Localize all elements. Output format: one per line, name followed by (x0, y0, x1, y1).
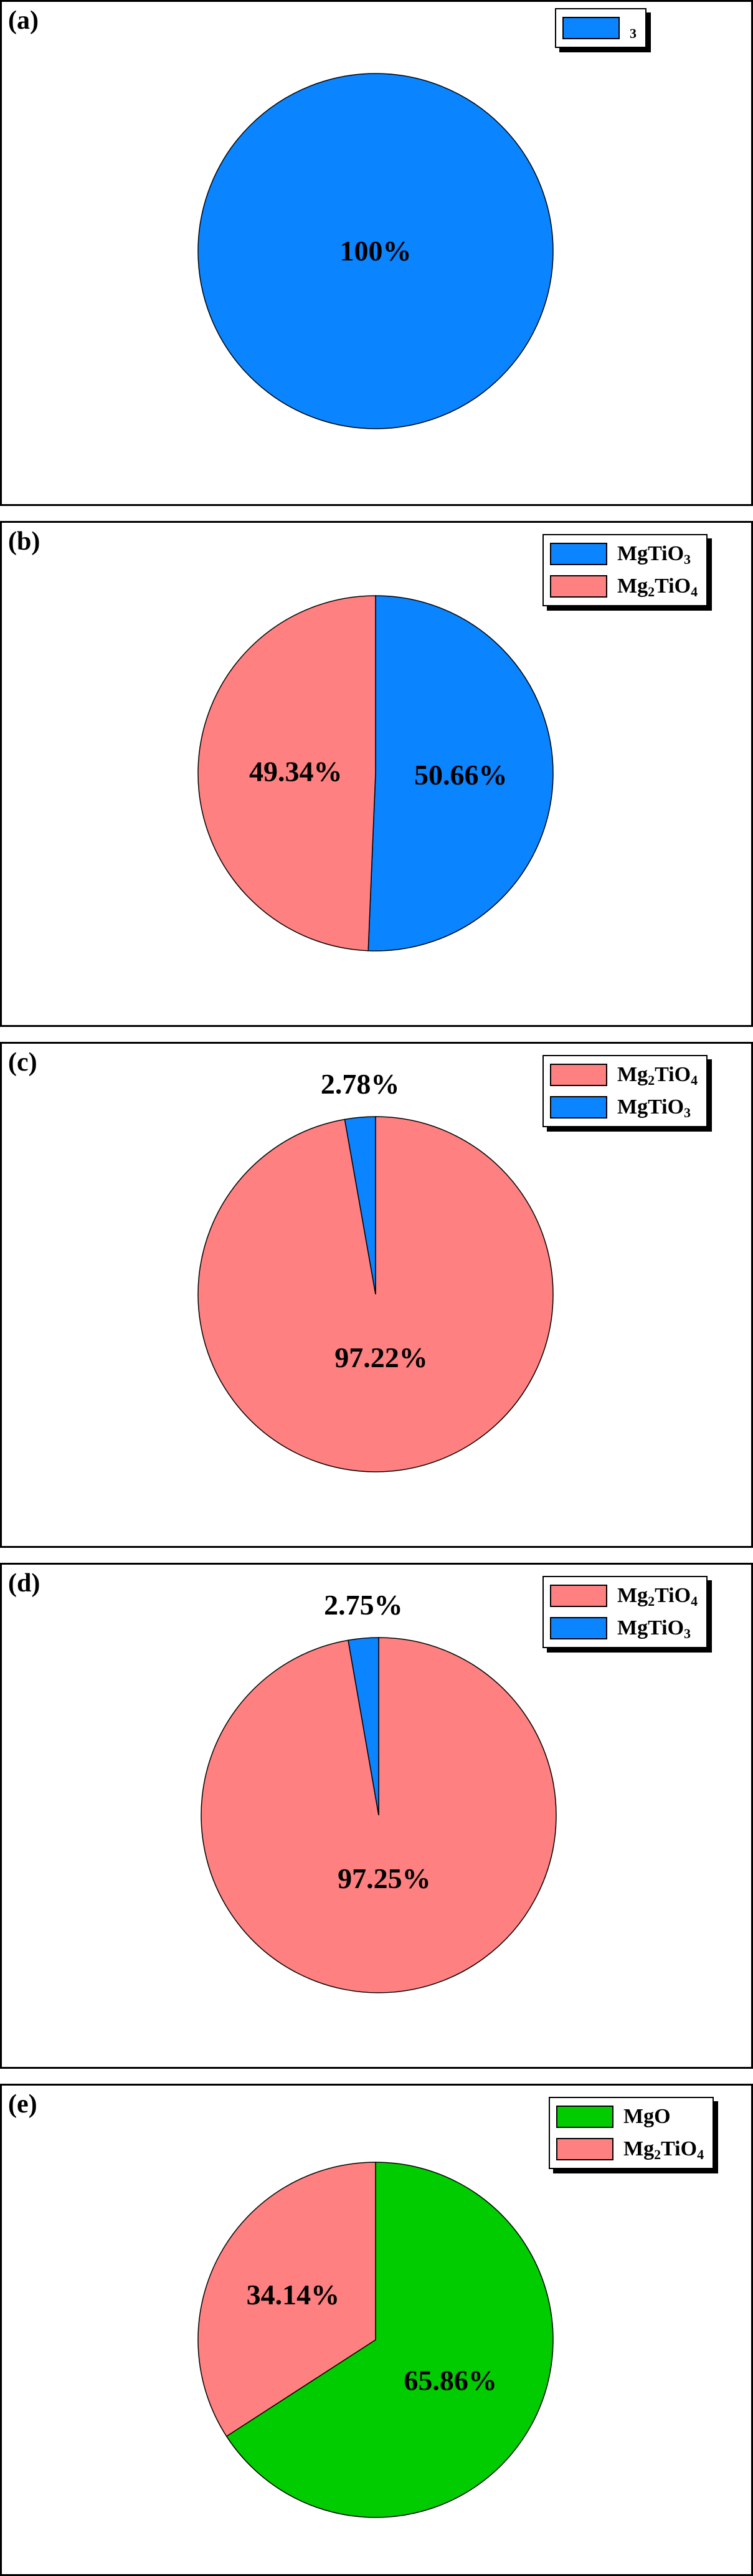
pie-chart: 65.86% 34.14% (197, 2162, 554, 2518)
pie-slice (348, 1637, 379, 1816)
legend-label: Mg2TiO4 (623, 2137, 704, 2162)
slice-label: 97.25% (338, 1863, 431, 1894)
pie-slice (367, 595, 554, 952)
legend-swatch (550, 543, 607, 565)
panel-label: (a) (8, 6, 39, 35)
legend-swatch (550, 575, 607, 598)
legend-item: MgTiO3 (550, 538, 698, 570)
legend-label: MgTiO3 (617, 1095, 691, 1120)
legend-label: Mg2TiO4 (617, 575, 698, 599)
pie-slice (197, 73, 554, 429)
pie-chart: 50.66% 49.34% (197, 595, 554, 952)
legend-item: Mg2TiO4 (550, 1059, 698, 1091)
pie-panel: (d) 97.25% 2.75% Mg2TiO4 MgTiO3 (0, 1563, 753, 2069)
legend-item: 3 (562, 12, 637, 44)
legend: Mg2TiO4 MgTiO3 (542, 1055, 708, 1127)
legend-label: 3 (630, 26, 637, 41)
pie-panel: (c) 97.22% 2.78% Mg2TiO4 MgTiO3 (0, 1042, 753, 1548)
legend: Mg2TiO4 MgTiO3 (542, 1576, 708, 1648)
legend-swatch (556, 2106, 613, 2128)
pie-panel: (b) 50.66% 49.34% MgTiO3 Mg2TiO4 (0, 521, 753, 1027)
pie-slice (197, 595, 376, 952)
legend-label: Mg2TiO4 (617, 1063, 698, 1088)
slice-label: 49.34% (249, 755, 343, 787)
pie-slice (225, 2162, 554, 2518)
slice-label: 65.86% (404, 2364, 497, 2396)
panel-label: (d) (8, 1569, 40, 1598)
legend-label: Mg2TiO4 (617, 1584, 698, 1609)
slice-label: 97.22% (334, 1342, 428, 1373)
slice-label: 2.78% (321, 1068, 400, 1100)
slice-label: 34.14% (247, 2279, 340, 2311)
pie-panel: (a) 100% 3 (0, 0, 753, 506)
legend-swatch (550, 1096, 607, 1119)
pie-chart: 97.25% 2.75% (201, 1589, 557, 1993)
slice-label: 100% (340, 235, 412, 267)
pie-chart: 97.22% 2.78% (197, 1068, 554, 1472)
pie-slice (344, 1116, 376, 1295)
panel-label: (c) (8, 1048, 37, 1077)
pie-panel: (e) 65.86% 34.14% MgO Mg2TiO4 (0, 2084, 753, 2576)
legend-item: MgTiO3 (550, 1612, 698, 1644)
pie-slice (197, 2162, 376, 2437)
panel-label: (e) (8, 2090, 37, 2119)
slice-label: 50.66% (414, 759, 508, 791)
legend-item: Mg2TiO4 (556, 2133, 704, 2165)
legend: 3 (555, 8, 646, 48)
legend-item: MgO (556, 2101, 704, 2133)
legend-swatch (562, 17, 620, 39)
legend-swatch (550, 1064, 607, 1086)
legend-label: MgTiO3 (617, 542, 691, 567)
slice-label: 2.75% (324, 1589, 403, 1621)
legend-item: Mg2TiO4 (550, 570, 698, 603)
legend: MgTiO3 Mg2TiO4 (542, 534, 708, 606)
legend-swatch (556, 2138, 613, 2160)
legend-swatch (550, 1585, 607, 1607)
pie-chart: 100% (197, 73, 554, 429)
legend-item: Mg2TiO4 (550, 1580, 698, 1612)
panel-label: (b) (8, 527, 40, 556)
legend: MgO Mg2TiO4 (549, 2097, 714, 2169)
legend-swatch (550, 1617, 607, 1639)
legend-item: MgTiO3 (550, 1091, 698, 1123)
legend-label: MgTiO3 (617, 1616, 691, 1641)
legend-label: MgO (623, 2105, 671, 2128)
